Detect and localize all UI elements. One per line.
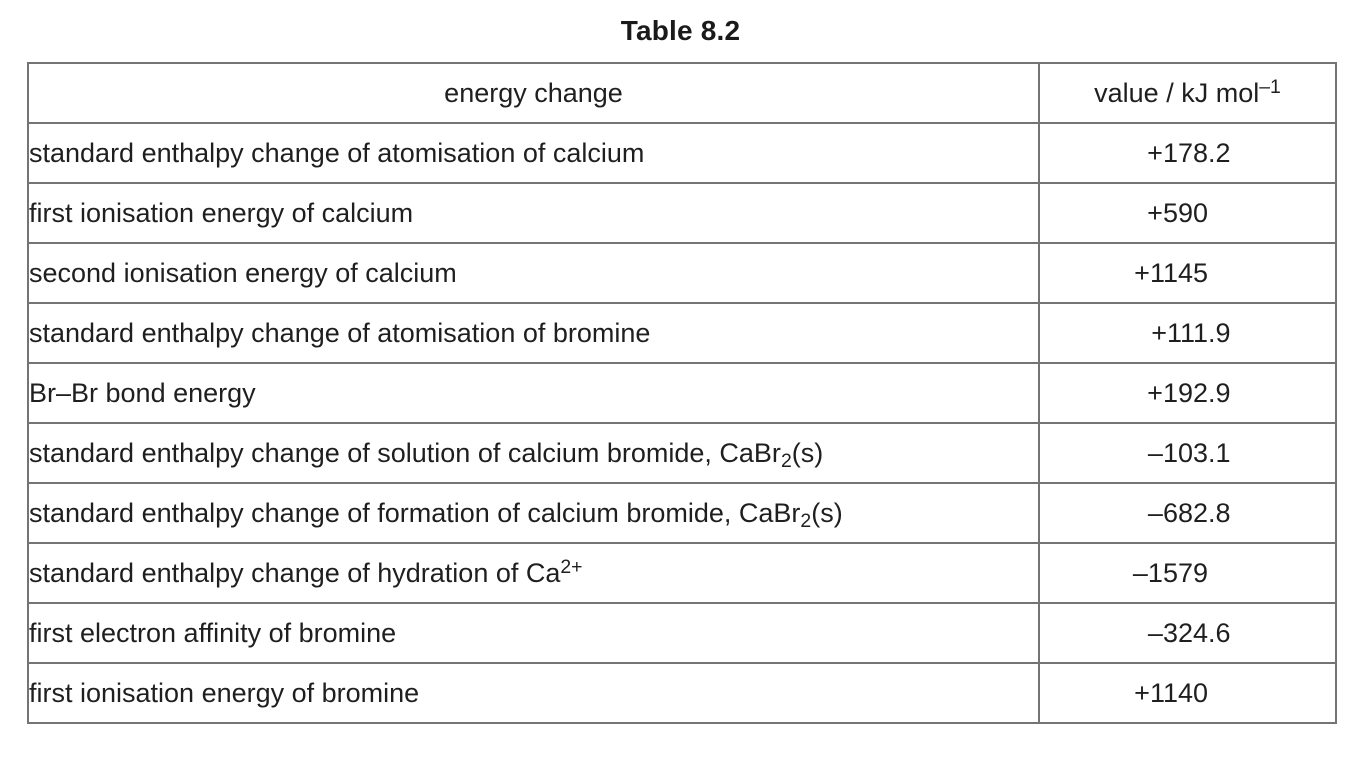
energy-change-label: standard enthalpy change of formation of… — [27, 482, 1040, 544]
text-segment: standard enthalpy change of solution of … — [29, 437, 781, 468]
text-segment: value / kJ mol — [1094, 77, 1260, 108]
energy-change-label: first ionisation energy of calcium — [27, 182, 1040, 244]
energy-value: +1140 — [1038, 662, 1337, 724]
header-row: energy change value / kJ mol–1 — [27, 62, 1337, 124]
subscript: 2 — [800, 510, 812, 533]
table-row: standard enthalpy change of solution of … — [27, 422, 1337, 484]
table-row: first ionisation energy of calcium +590 — [27, 182, 1337, 244]
energy-change-label: first ionisation energy of bromine — [27, 662, 1040, 724]
value-wrap: +192.9 — [1041, 377, 1334, 409]
energy-change-label: standard enthalpy change of atomisation … — [27, 302, 1040, 364]
text-segment: standard enthalpy change of atomisation … — [29, 137, 645, 168]
energy-value: +111.9 — [1038, 302, 1337, 364]
value-integer-part: +111 — [1151, 317, 1208, 348]
table-row: standard enthalpy change of formation of… — [27, 482, 1337, 544]
energy-change-label: standard enthalpy change of solution of … — [27, 422, 1040, 484]
value-integer-part: –103 — [1147, 437, 1208, 468]
table-row: second ionisation energy of calcium +1145 — [27, 242, 1337, 304]
energy-change-table: energy change value / kJ mol–1 standard … — [27, 62, 1337, 724]
value-wrap: +1145 — [1041, 257, 1334, 289]
energy-value: –1579 — [1038, 542, 1337, 604]
table-row: standard enthalpy change of atomisation … — [27, 122, 1337, 184]
value-fraction-part: .2 — [1208, 137, 1231, 168]
table-title: Table 8.2 — [620, 15, 741, 46]
value-integer-part: +178 — [1147, 137, 1208, 168]
table-row: first electron affinity of bromine –324.6 — [27, 602, 1337, 664]
text-segment: (s) — [811, 497, 843, 528]
value-wrap: –682.8 — [1041, 497, 1334, 529]
superscript: –1 — [1259, 75, 1281, 98]
value-fraction-part: .9 — [1208, 377, 1231, 408]
value-integer-part: +590 — [1147, 197, 1208, 228]
energy-change-label: Br–Br bond energy — [27, 362, 1040, 424]
energy-change-label: standard enthalpy change of atomisation … — [27, 122, 1040, 184]
table-body: standard enthalpy change of atomisation … — [27, 122, 1337, 724]
text-segment: second ionisation energy of calcium — [29, 257, 457, 288]
text-segment: standard enthalpy change of atomisation … — [29, 317, 651, 348]
table-row: first ionisation energy of bromine +1140 — [27, 662, 1337, 724]
table-row: standard enthalpy change of hydration of… — [27, 542, 1337, 604]
table-row: Br–Br bond energy +192.9 — [27, 362, 1337, 424]
value-integer-part: –682 — [1147, 497, 1208, 528]
energy-value: +192.9 — [1038, 362, 1337, 424]
value-fraction-part: .6 — [1208, 617, 1231, 648]
value-integer-part: +1145 — [1134, 257, 1208, 288]
energy-value: +590 — [1038, 182, 1337, 244]
superscript: 2+ — [560, 555, 583, 578]
text-segment: Br–Br bond energy — [29, 377, 256, 408]
col-header-energy-change: energy change — [27, 62, 1040, 124]
text-segment: (s) — [791, 437, 824, 468]
value-wrap: –324.6 — [1041, 617, 1334, 649]
text-segment: first ionisation energy of bromine — [29, 677, 420, 708]
value-wrap: –1579 — [1041, 557, 1334, 589]
subscript: 2 — [780, 450, 792, 473]
value-integer-part: +192 — [1147, 377, 1208, 408]
energy-change-label: standard enthalpy change of hydration of… — [27, 542, 1040, 604]
text-segment: first electron affinity of bromine — [29, 617, 397, 648]
energy-value: +178.2 — [1038, 122, 1337, 184]
value-fraction-part: .9 — [1208, 317, 1231, 348]
value-integer-part: +1140 — [1134, 677, 1208, 708]
table-row: standard enthalpy change of atomisation … — [27, 302, 1337, 364]
value-wrap: –103.1 — [1041, 437, 1334, 469]
value-wrap: +1140 — [1041, 677, 1334, 709]
energy-change-label: first electron affinity of bromine — [27, 602, 1040, 664]
value-fraction-part: .8 — [1208, 497, 1231, 528]
table-header: energy change value / kJ mol–1 — [27, 62, 1337, 124]
text-segment: first ionisation energy of calcium — [29, 197, 414, 228]
text-segment: standard enthalpy change of formation of… — [29, 497, 801, 528]
value-integer-part: –1579 — [1132, 557, 1208, 588]
value-wrap: +590 — [1041, 197, 1334, 229]
energy-value: +1145 — [1038, 242, 1337, 304]
energy-change-label: second ionisation energy of calcium — [27, 242, 1040, 304]
text-segment: standard enthalpy change of hydration of… — [29, 557, 561, 588]
value-wrap: +111.9 — [1041, 317, 1334, 349]
value-fraction-part: .1 — [1208, 437, 1231, 468]
value-wrap: +178.2 — [1041, 137, 1334, 169]
energy-value: –324.6 — [1038, 602, 1337, 664]
value-integer-part: –324 — [1147, 617, 1208, 648]
energy-value: –682.8 — [1038, 482, 1337, 544]
energy-value: –103.1 — [1038, 422, 1337, 484]
col-header-value: value / kJ mol–1 — [1038, 62, 1337, 124]
